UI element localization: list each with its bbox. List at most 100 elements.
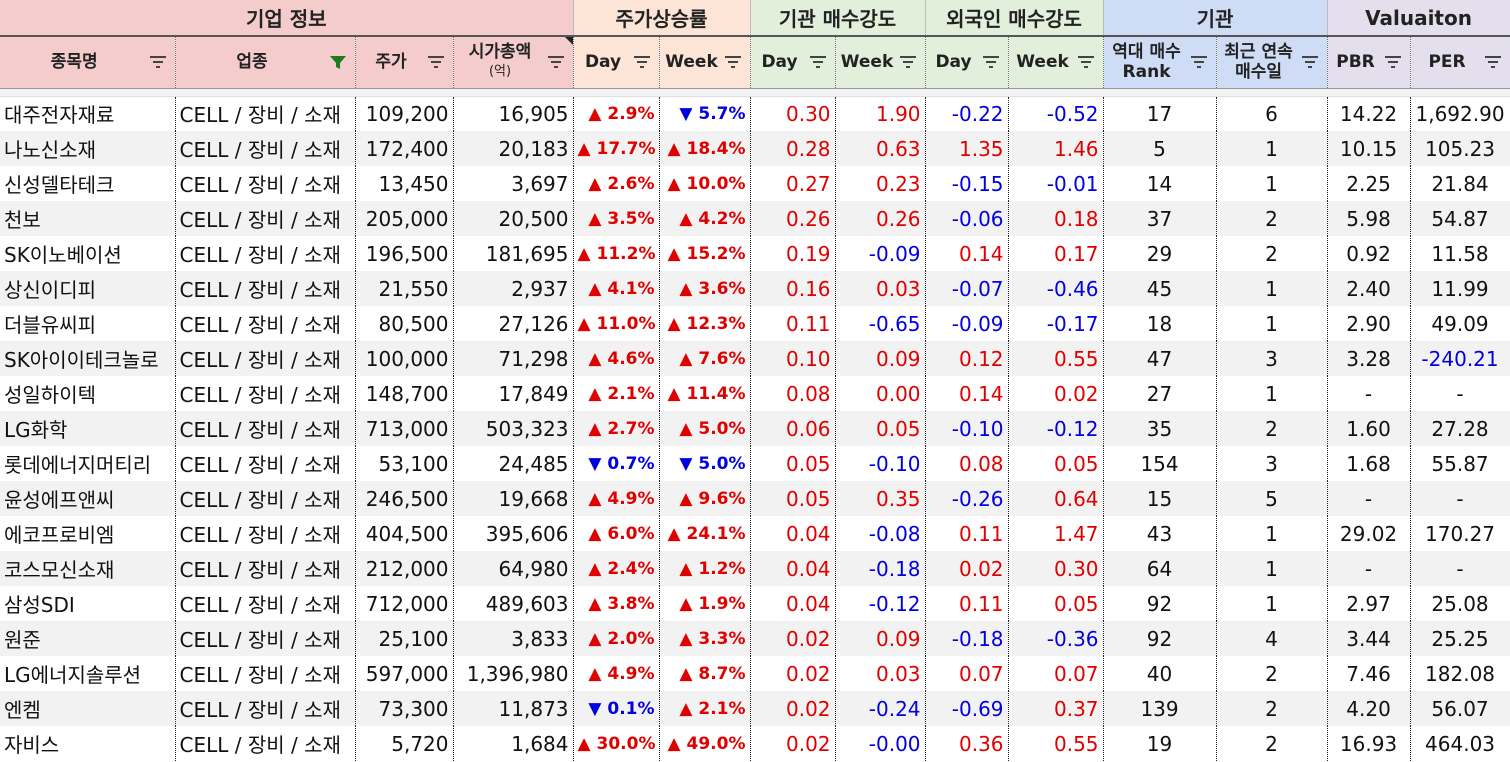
cell: 0.02	[750, 691, 836, 726]
filter-button[interactable]	[1077, 54, 1095, 70]
column-header: Week	[659, 36, 751, 89]
cell: 43	[1103, 516, 1217, 551]
column-header-row: 종목명 업종 주가 시가총액 (억) Day Week Day Week Day Week 역대 매수…	[0, 36, 1510, 89]
cell: ▲ 4.2%	[659, 201, 751, 236]
cell: 395,606	[453, 516, 574, 551]
data-row: 원준 CELL / 장비 / 소재 25,100 3,833 ▲ 2.0% ▲ 3.3% 0…	[0, 621, 1510, 656]
cell: 0.36	[925, 726, 1009, 761]
cell: ▲ 2.9%	[573, 96, 660, 131]
column-header-text: 매수일	[1235, 62, 1282, 83]
filter-button[interactable]	[1301, 54, 1319, 70]
column-header-text: (억)	[488, 64, 512, 80]
cell: 0.02	[750, 656, 836, 691]
filter-button[interactable]	[1484, 54, 1502, 70]
cell: 롯데에너지머티리	[0, 446, 176, 481]
filter-button[interactable]	[149, 54, 167, 70]
cell: ▲ 2.7%	[573, 411, 660, 446]
cell: 20,183	[453, 131, 574, 166]
cell: ▲ 5.0%	[659, 411, 751, 446]
cell: 1	[1216, 306, 1328, 341]
cell: 윤성에프앤씨	[0, 481, 176, 516]
cell: -0.09	[925, 306, 1009, 341]
filter-button[interactable]	[1384, 54, 1402, 70]
cell: LG화학	[0, 411, 176, 446]
cell: ▲ 11.4%	[659, 376, 751, 411]
cell: 나노신소재	[0, 131, 176, 166]
cell: 0.11	[750, 306, 836, 341]
cell: -0.46	[1008, 271, 1104, 306]
cell: 2	[1216, 236, 1328, 271]
cell: ▲ 4.6%	[573, 341, 660, 376]
cell: 0.00	[835, 376, 926, 411]
cell: ▲ 30.0%	[573, 726, 660, 761]
cell: 0.09	[835, 341, 926, 376]
cell: 3.44	[1327, 621, 1411, 656]
column-header-text: Week	[665, 52, 718, 73]
filter-button[interactable]	[724, 54, 742, 70]
cell: 0.08	[750, 376, 836, 411]
cell: 246,500	[355, 481, 454, 516]
cell: 73,300	[355, 691, 454, 726]
cell: CELL / 장비 / 소재	[175, 271, 356, 306]
filter-button[interactable]	[329, 54, 347, 70]
filter-button[interactable]	[809, 54, 827, 70]
data-row: 자비스 CELL / 장비 / 소재 5,720 1,684 ▲ 30.0% ▲ 49.0…	[0, 726, 1510, 761]
cell: 55.87	[1410, 446, 1510, 481]
cell: 3	[1216, 341, 1328, 376]
cell: 0.07	[925, 656, 1009, 691]
cell: ▲ 6.0%	[573, 516, 660, 551]
cell: 13,450	[355, 166, 454, 201]
spacer-row	[0, 88, 1510, 97]
cell: 182.08	[1410, 656, 1510, 691]
cell: -0.06	[925, 201, 1009, 236]
column-header-text: 역대 매수	[1112, 42, 1181, 63]
cell: LG에너지솔루션	[0, 656, 176, 691]
cell: 0.02	[925, 551, 1009, 586]
data-row: 나노신소재 CELL / 장비 / 소재 172,400 20,183 ▲ 17.7% ▲…	[0, 131, 1510, 166]
cell: -0.10	[835, 446, 926, 481]
cell: -0.24	[835, 691, 926, 726]
cell: 원준	[0, 621, 176, 656]
cell: 2.90	[1327, 306, 1411, 341]
cell: 503,323	[453, 411, 574, 446]
cell: 16.93	[1327, 726, 1411, 761]
cell: 3,833	[453, 621, 574, 656]
cell: CELL / 장비 / 소재	[175, 96, 356, 131]
cell: 92	[1103, 586, 1217, 621]
filter-button[interactable]	[547, 54, 565, 70]
cell: CELL / 장비 / 소재	[175, 411, 356, 446]
cell: 엔켐	[0, 691, 176, 726]
filter-button[interactable]	[427, 54, 445, 70]
cell: 19,668	[453, 481, 574, 516]
cell: 53,100	[355, 446, 454, 481]
cell: 404,500	[355, 516, 454, 551]
filter-button[interactable]	[899, 54, 917, 70]
filter-button[interactable]	[633, 54, 651, 70]
cell: 40	[1103, 656, 1217, 691]
cell: 0.05	[750, 446, 836, 481]
cell: 14.22	[1327, 96, 1411, 131]
cell: -0.15	[925, 166, 1009, 201]
filter-button[interactable]	[1190, 54, 1208, 70]
cell: 1	[1216, 271, 1328, 306]
group-header: 주가상승률	[573, 0, 751, 37]
cell: 0.05	[1008, 446, 1104, 481]
cell: 5.98	[1327, 201, 1411, 236]
filter-button[interactable]	[982, 54, 1000, 70]
cell: 1	[1216, 166, 1328, 201]
cell: 2.40	[1327, 271, 1411, 306]
data-row: SK아이이테크놀로 CELL / 장비 / 소재 100,000 71,298 ▲ 4.…	[0, 341, 1510, 376]
cell: 597,000	[355, 656, 454, 691]
cell: CELL / 장비 / 소재	[175, 131, 356, 166]
data-row: LG화학 CELL / 장비 / 소재 713,000 503,323 ▲ 2.7% ▲ …	[0, 411, 1510, 446]
cell: ▼ 5.0%	[659, 446, 751, 481]
cell: 5,720	[355, 726, 454, 761]
cell: 1	[1216, 516, 1328, 551]
cell: CELL / 장비 / 소재	[175, 656, 356, 691]
cell: 1	[1216, 376, 1328, 411]
cell: 0.64	[1008, 481, 1104, 516]
column-header-text: Day	[761, 52, 798, 73]
cell: 172,400	[355, 131, 454, 166]
data-row: LG에너지솔루션 CELL / 장비 / 소재 597,000 1,396,980 ▲ …	[0, 656, 1510, 691]
cell: 삼성SDI	[0, 586, 176, 621]
